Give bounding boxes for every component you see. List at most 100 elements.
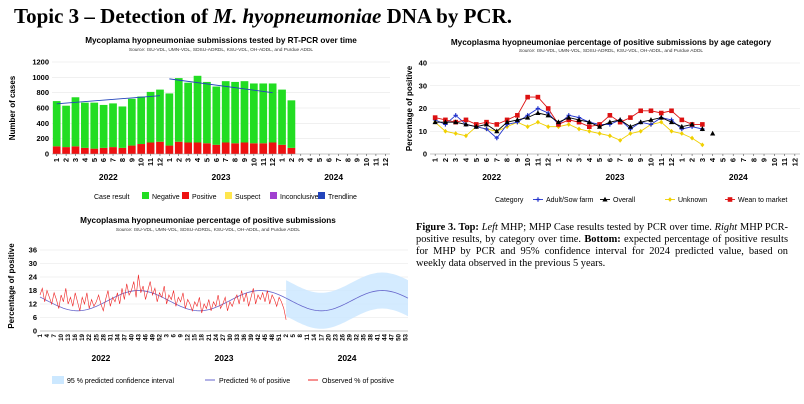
point-unknown: [690, 135, 695, 141]
x-tick-label: 4: [461, 157, 470, 162]
x-tick-label: 5: [290, 333, 297, 337]
point-wean-to-market: [679, 117, 685, 123]
bar-positive: [250, 143, 258, 154]
point-adult-sow-farm: [648, 122, 654, 127]
year-label: 2024: [324, 172, 343, 182]
legend-label: Positive: [192, 194, 217, 201]
point-wean-to-market: [617, 119, 623, 125]
point-adult-sow-farm: [484, 126, 489, 132]
point-unknown: [577, 126, 582, 132]
bar-negative: [165, 93, 174, 146]
point-unknown: [679, 131, 684, 136]
x-tick-label: 8: [231, 158, 240, 162]
x-tick-label: 18: [199, 333, 206, 340]
bar-negative: [81, 102, 89, 148]
bar-negative: [221, 81, 230, 143]
bar-negative: [71, 97, 80, 147]
point-wean-to-market: [669, 108, 674, 114]
x-tick-label: 36: [241, 333, 248, 340]
point-unknown: [618, 137, 623, 143]
x-tick-label: 4: [306, 157, 315, 162]
x-tick-label: 22: [86, 333, 93, 340]
legend-label: Adult/Sow farm: [546, 197, 594, 204]
y-tick-label: 0: [45, 150, 49, 159]
y-tick-label: 20: [419, 104, 427, 113]
point-adult-sow-farm: [535, 106, 541, 111]
legend-label: Observed % of positive: [322, 378, 394, 385]
x-tick-label: 11: [780, 158, 789, 166]
x-tick-label: 1: [554, 158, 563, 162]
x-tick-label: 3: [184, 158, 193, 162]
x-tick-label: 5: [90, 158, 99, 162]
point-overall: [596, 123, 603, 129]
x-tick-label: 5: [315, 158, 324, 162]
x-tick-label: 34: [114, 333, 121, 340]
x-tick-label: 7: [221, 158, 230, 162]
y-tick-label: 1000: [32, 73, 49, 82]
point-unknown: [669, 128, 674, 134]
point-overall: [668, 119, 675, 125]
x-tick-label: 2: [688, 158, 697, 162]
x-tick-label: 2: [283, 333, 290, 337]
chart-subtitle: Source: ISU-VDL, UMN-VDL, SDSU-ADRDL, KS…: [116, 227, 301, 233]
confidence-band: [286, 272, 408, 329]
y-axis-label: Number of cases: [8, 75, 17, 140]
point-overall: [679, 123, 685, 129]
x-tick-label: 8: [503, 158, 512, 162]
predicted-line: [39, 290, 409, 312]
chart-title: Mycoplasma hyopneumoniae percentage of p…: [451, 38, 772, 47]
point-unknown: [463, 133, 468, 139]
y-tick-label: 0: [423, 150, 427, 159]
x-tick-label: 7: [51, 333, 58, 337]
y-tick-label: 600: [36, 104, 49, 113]
x-tick-label: 46: [142, 333, 149, 340]
point-adult-sow-farm: [494, 135, 500, 141]
x-tick-label: 6: [482, 158, 491, 162]
point-wean-to-market: [463, 117, 469, 123]
y-tick-label: 800: [36, 88, 49, 97]
bar-positive: [146, 142, 155, 154]
x-tick-label: 8: [297, 333, 304, 337]
x-tick-label: 11: [146, 158, 155, 166]
legend-label: Unknown: [678, 197, 707, 204]
x-tick-label: 4: [44, 333, 51, 337]
year-label: 2022: [482, 172, 501, 182]
year-label: 2024: [729, 172, 748, 182]
point-adult-sow-farm: [453, 113, 458, 118]
point-unknown: [607, 133, 612, 139]
x-tick-label: 24: [213, 333, 220, 340]
point-wean-to-market: [576, 119, 582, 125]
x-tick-label: 12: [268, 158, 277, 166]
year-label: 2023: [212, 172, 231, 182]
x-tick-label: 33: [234, 333, 241, 340]
point-wean-to-market: [494, 122, 500, 127]
point-overall: [586, 119, 592, 125]
point-unknown: [628, 131, 633, 136]
legend-label: Trendline: [328, 194, 357, 201]
x-tick-label: 20: [325, 333, 332, 340]
point-wean-to-market: [638, 108, 643, 114]
x-tick-label: 40: [128, 333, 135, 340]
x-tick-label: 12: [667, 158, 676, 166]
x-tick-label: 7: [616, 158, 625, 162]
x-tick-label: 42: [255, 333, 262, 340]
x-tick-label: 9: [353, 158, 362, 162]
x-tick-label: 2: [174, 158, 183, 162]
x-tick-label: 6: [729, 158, 738, 162]
bar-negative: [52, 101, 61, 147]
x-tick-label: 44: [382, 333, 389, 340]
bar-negative: [174, 78, 183, 142]
bar-negative: [287, 100, 296, 148]
x-tick-label: 9: [240, 158, 249, 162]
point-overall: [442, 119, 449, 125]
x-tick-label: 37: [121, 333, 128, 340]
point-overall: [710, 130, 716, 136]
x-tick-label: 47: [389, 333, 396, 340]
point-unknown: [525, 124, 530, 130]
bar-positive: [137, 144, 146, 154]
point-overall: [576, 117, 582, 122]
bar-negative: [137, 96, 146, 145]
point-wean-to-market: [700, 122, 705, 127]
bar-negative: [203, 81, 211, 144]
bar-negative: [118, 106, 127, 148]
